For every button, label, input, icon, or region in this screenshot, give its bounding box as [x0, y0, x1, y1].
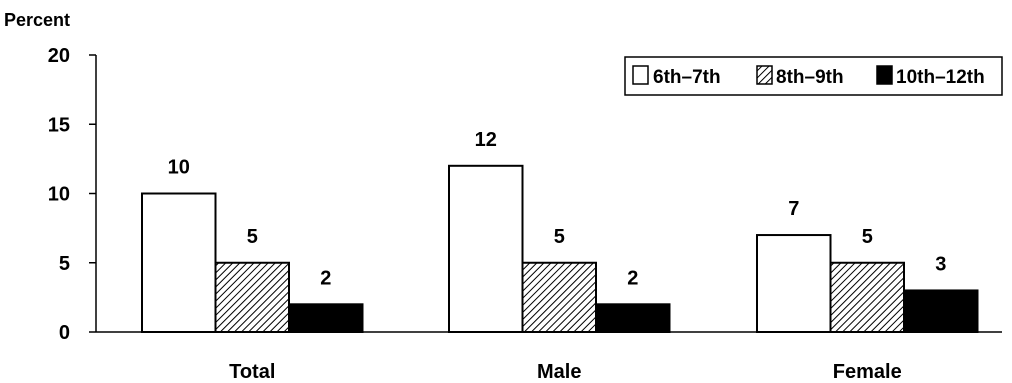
bar	[595, 303, 671, 333]
data-label: 5	[554, 226, 565, 248]
legend-box	[624, 56, 1003, 96]
x-category-label: Female	[833, 361, 902, 383]
legend-swatch	[876, 65, 893, 85]
bars: 10 5 2 Total 12 5 2 Male 7 5 3 Female	[141, 129, 979, 383]
bar	[829, 261, 905, 333]
data-label: 5	[247, 226, 258, 248]
legend-label: 10th–12th	[896, 67, 985, 88]
data-label: 5	[862, 226, 873, 248]
x-category-label: Male	[537, 361, 581, 383]
legend-label: 6th–7th	[653, 67, 721, 88]
bar	[903, 289, 979, 334]
data-label: 2	[320, 267, 331, 289]
data-label: 7	[788, 198, 799, 220]
y-tick-label: 0	[59, 322, 70, 344]
bar	[756, 234, 832, 333]
data-label: 12	[475, 129, 497, 151]
legend: 6th–7th 8th–9th 10th–12th	[624, 56, 1003, 96]
legend-swatch	[632, 65, 649, 85]
y-tick-label: 20	[48, 45, 70, 67]
bar	[214, 261, 290, 333]
y-axis-label: Percent	[4, 10, 70, 30]
y-tick-label: 15	[48, 114, 70, 136]
data-label: 2	[627, 267, 638, 289]
bar	[521, 261, 597, 333]
y-tick-label: 5	[59, 253, 70, 275]
legend-label: 8th–9th	[776, 67, 844, 88]
bar	[448, 164, 524, 333]
legend-swatch	[756, 65, 773, 85]
data-label: 10	[168, 157, 190, 179]
x-category-label: Total	[229, 361, 275, 383]
bar	[288, 303, 364, 333]
y-tick-label: 10	[48, 184, 70, 206]
data-label: 3	[935, 253, 946, 275]
bar	[141, 192, 217, 333]
